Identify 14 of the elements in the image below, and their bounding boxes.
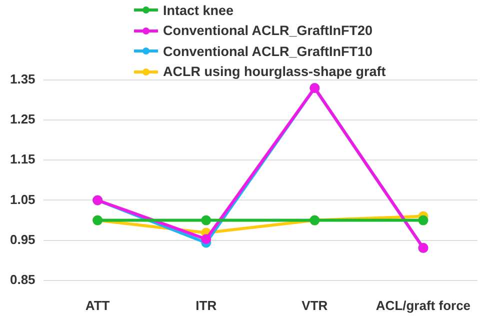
x-tick-label: ACL/graft force (376, 298, 471, 313)
x-tick-label: VTR (302, 298, 328, 313)
y-tick-label: 0.85 (10, 272, 36, 287)
y-tick-label: 1.15 (10, 152, 36, 167)
legend-label: Conventional ACLR_GraftInFT20 (163, 23, 373, 38)
legend-label: ACLR using hourglass-shape graft (163, 64, 386, 80)
y-tick-label: 1.25 (10, 112, 36, 127)
legend-label: Intact knee (163, 2, 234, 18)
y-tick-label: 1.35 (10, 72, 36, 87)
x-tick-label: ITR (196, 298, 218, 313)
y-tick-label: 1.05 (10, 192, 36, 207)
x-tick-label: ATT (85, 298, 110, 313)
legend-label: Conventional ACLR_GraftInFT10 (163, 44, 373, 59)
y-tick-label: 0.95 (10, 232, 36, 247)
